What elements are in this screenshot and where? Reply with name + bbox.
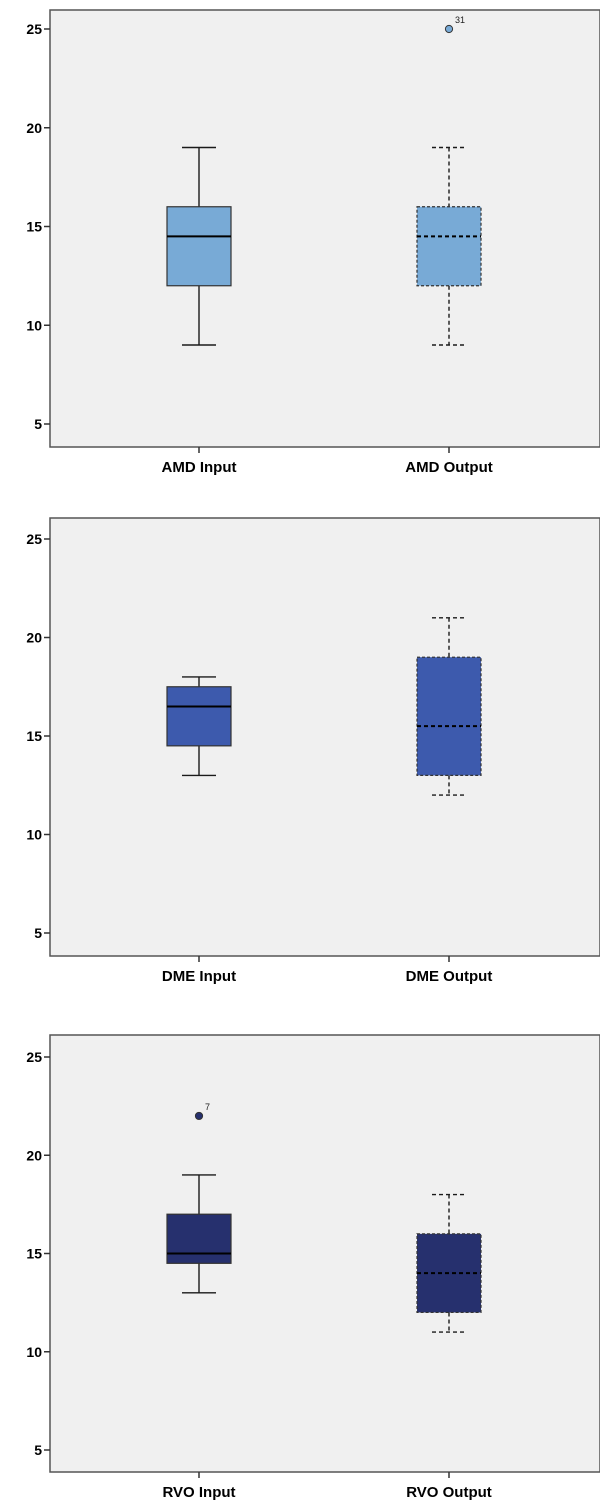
plot-area [49, 1034, 600, 1473]
box-1 [166, 676, 232, 777]
x-category-label: RVO Output [406, 1484, 492, 1500]
x-category-label: DME Output [406, 968, 493, 985]
outlier-label: 7 [205, 1102, 210, 1112]
x-category-label: AMD Output [405, 459, 492, 476]
chart-panel-2: 5 10 15 20 25 DME Input DME Output [26, 517, 600, 985]
plot-area [49, 517, 600, 957]
chart-panel-3: 5 10 15 20 25 7 RVO Input RVO Output [26, 1034, 600, 1500]
box-2 [416, 1193, 482, 1333]
x-category-label: RVO Input [162, 1484, 235, 1500]
y-tick-label: 20 [26, 630, 42, 646]
box-1 [166, 146, 232, 346]
x-category-label: AMD Input [162, 459, 237, 476]
x-category-label: DME Input [162, 968, 236, 985]
y-tick-label: 15 [26, 1246, 42, 1262]
y-tick-label: 15 [26, 219, 42, 235]
box-iqr [166, 1213, 232, 1264]
outlier-label: 31 [455, 15, 465, 25]
box-1: 7 [166, 1102, 232, 1294]
box-iqr [416, 206, 482, 287]
y-tick-label: 25 [26, 531, 42, 547]
plot-area [49, 9, 600, 448]
y-tick-label: 25 [26, 1049, 42, 1065]
box-2 [416, 617, 482, 796]
y-tick-label: 15 [26, 728, 42, 744]
y-tick-label: 5 [34, 925, 42, 941]
box-iqr [166, 206, 232, 287]
y-tick-label: 20 [26, 1147, 42, 1163]
y-tick-label: 10 [26, 1344, 42, 1360]
box-iqr [166, 686, 232, 747]
y-tick-label: 20 [26, 120, 42, 136]
outlier-point [444, 24, 454, 34]
chart-panel-1: 5 10 15 20 25 AMD Input 31 AMD Output [26, 9, 600, 476]
box-2: 31 [416, 15, 482, 346]
y-tick-label: 5 [34, 1442, 42, 1458]
outlier-point [194, 1111, 204, 1121]
y-tick-label: 10 [26, 317, 42, 333]
y-tick-label: 10 [26, 827, 42, 843]
y-tick-label: 25 [26, 21, 42, 37]
box-iqr [416, 656, 482, 777]
y-tick-label: 5 [34, 416, 42, 432]
